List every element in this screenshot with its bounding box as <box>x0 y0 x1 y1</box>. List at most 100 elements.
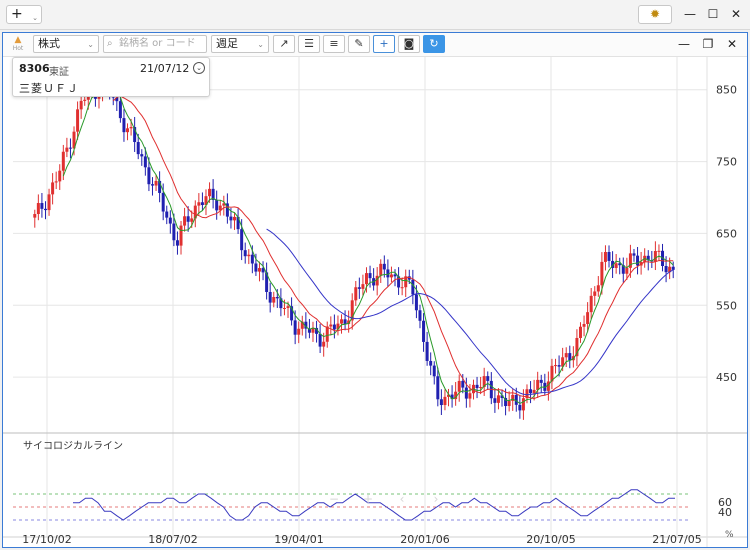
candle-body <box>286 306 290 308</box>
candle-body <box>379 263 383 276</box>
candle-body <box>525 389 529 399</box>
scroll-right-button[interactable]: › <box>433 492 439 506</box>
candle-body <box>632 253 636 256</box>
candle-body <box>596 285 600 292</box>
pen-tool-button[interactable]: ✎ <box>348 35 370 53</box>
candle-body <box>404 276 408 288</box>
candle-body <box>400 287 404 289</box>
candle-body <box>382 263 386 270</box>
close-window-button[interactable]: ✕ <box>730 7 742 21</box>
search-input[interactable]: ⌕ 銘柄名 or コード <box>103 35 207 53</box>
x-axis-label: 21/07/05 <box>652 533 701 546</box>
exchange-label: 東証 <box>49 67 69 78</box>
candle-body <box>72 131 76 149</box>
candle-body <box>625 267 629 274</box>
symbol-info-box[interactable]: 8306 東証 21/07/12 ⌄ 三菱ＵＦＪ <box>12 57 210 97</box>
oscillator-tick-label: 60 <box>718 496 732 509</box>
text-align-tool-button[interactable]: ≡ <box>323 35 345 53</box>
candle-body <box>447 394 451 397</box>
candle-body <box>282 307 286 309</box>
price-tick-label: 750 <box>716 156 737 169</box>
candle-body <box>347 320 351 324</box>
candle-body <box>618 263 622 266</box>
candle-body <box>229 216 233 221</box>
candle-body <box>136 142 140 155</box>
candle-body <box>204 196 208 206</box>
candle-body <box>418 310 422 321</box>
zoom-out-button[interactable]: − <box>328 492 340 506</box>
candle-body <box>76 109 80 132</box>
gear-icon[interactable]: ✹ <box>638 5 672 24</box>
candle-body <box>122 118 126 133</box>
candle-body <box>197 202 201 206</box>
x-axis-label: 20/10/05 <box>526 533 575 546</box>
close-pane-button[interactable]: ✕ <box>726 37 738 51</box>
chevron-down-icon: ⌄ <box>32 14 38 22</box>
candle-body <box>193 205 197 219</box>
market-select[interactable]: 株式 ⌄ <box>33 35 99 53</box>
candle-body <box>350 300 354 321</box>
trendline-tool-button[interactable]: ↗ <box>273 35 295 53</box>
candle-body <box>454 391 458 400</box>
candle-body <box>464 387 468 399</box>
price-tick-label: 650 <box>716 227 737 240</box>
candle-body <box>297 328 301 335</box>
maximize-window-button[interactable]: ☐ <box>707 7 719 21</box>
candle-body <box>318 333 322 347</box>
candle-body <box>215 199 219 211</box>
chevron-down-icon[interactable]: ⌄ <box>193 62 205 74</box>
candle-body <box>315 327 319 334</box>
minimize-pane-button[interactable]: — <box>678 37 690 51</box>
candle-body <box>546 381 550 391</box>
window-titlebar: + ⌄ ✹ — ☐ ✕ <box>0 0 750 30</box>
candle-body <box>61 151 65 171</box>
candle-body <box>393 274 397 277</box>
hline-tool-button[interactable]: ☰ <box>298 35 320 53</box>
add-window-button[interactable]: + ⌄ <box>6 5 42 24</box>
zoom-in-button[interactable]: + <box>362 492 374 506</box>
candle-body <box>657 250 661 252</box>
candle-body <box>589 295 593 313</box>
crosshair-tool-button[interactable]: + <box>373 35 395 53</box>
period-select-value: 週足 <box>216 37 238 50</box>
candle-body <box>361 284 365 289</box>
candle-body <box>593 291 597 296</box>
price-tick-label: 550 <box>716 299 737 312</box>
candle-body <box>168 217 172 224</box>
candle-body <box>514 394 518 405</box>
hot-button[interactable]: ▲ Hot <box>9 35 27 52</box>
candle-body <box>521 398 525 411</box>
candle-body <box>65 147 69 152</box>
chevron-down-icon: ⌄ <box>87 40 94 49</box>
candle-body <box>479 387 483 389</box>
camera-icon[interactable]: ◙ <box>398 35 420 53</box>
candle-body <box>607 252 611 261</box>
candle-body <box>165 211 169 218</box>
ma-short-line <box>62 87 674 404</box>
candle-body <box>68 147 72 149</box>
scroll-left-button[interactable]: ‹ <box>399 492 405 506</box>
period-select[interactable]: 週足 ⌄ <box>211 35 269 53</box>
candle-body <box>172 223 176 241</box>
candle-body <box>311 327 315 333</box>
candle-body <box>222 203 226 206</box>
candle-body <box>628 253 632 268</box>
candle-body <box>179 225 183 246</box>
candle-body <box>247 254 251 257</box>
candle-body <box>218 205 222 211</box>
minimize-window-button[interactable]: — <box>684 7 696 21</box>
candle-body <box>261 268 265 273</box>
candle-body <box>507 400 511 407</box>
refresh-icon[interactable]: ↻ <box>423 35 445 53</box>
candle-body <box>233 216 237 221</box>
candle-body <box>646 255 650 261</box>
candle-body <box>126 128 130 133</box>
candle-body <box>389 274 393 278</box>
x-axis-label: 20/01/06 <box>400 533 449 546</box>
candle-body <box>432 365 436 377</box>
restore-pane-button[interactable]: ❐ <box>702 37 714 51</box>
candle-body <box>190 218 194 222</box>
candle-body <box>325 326 329 342</box>
flame-icon: ▲ <box>14 35 22 45</box>
